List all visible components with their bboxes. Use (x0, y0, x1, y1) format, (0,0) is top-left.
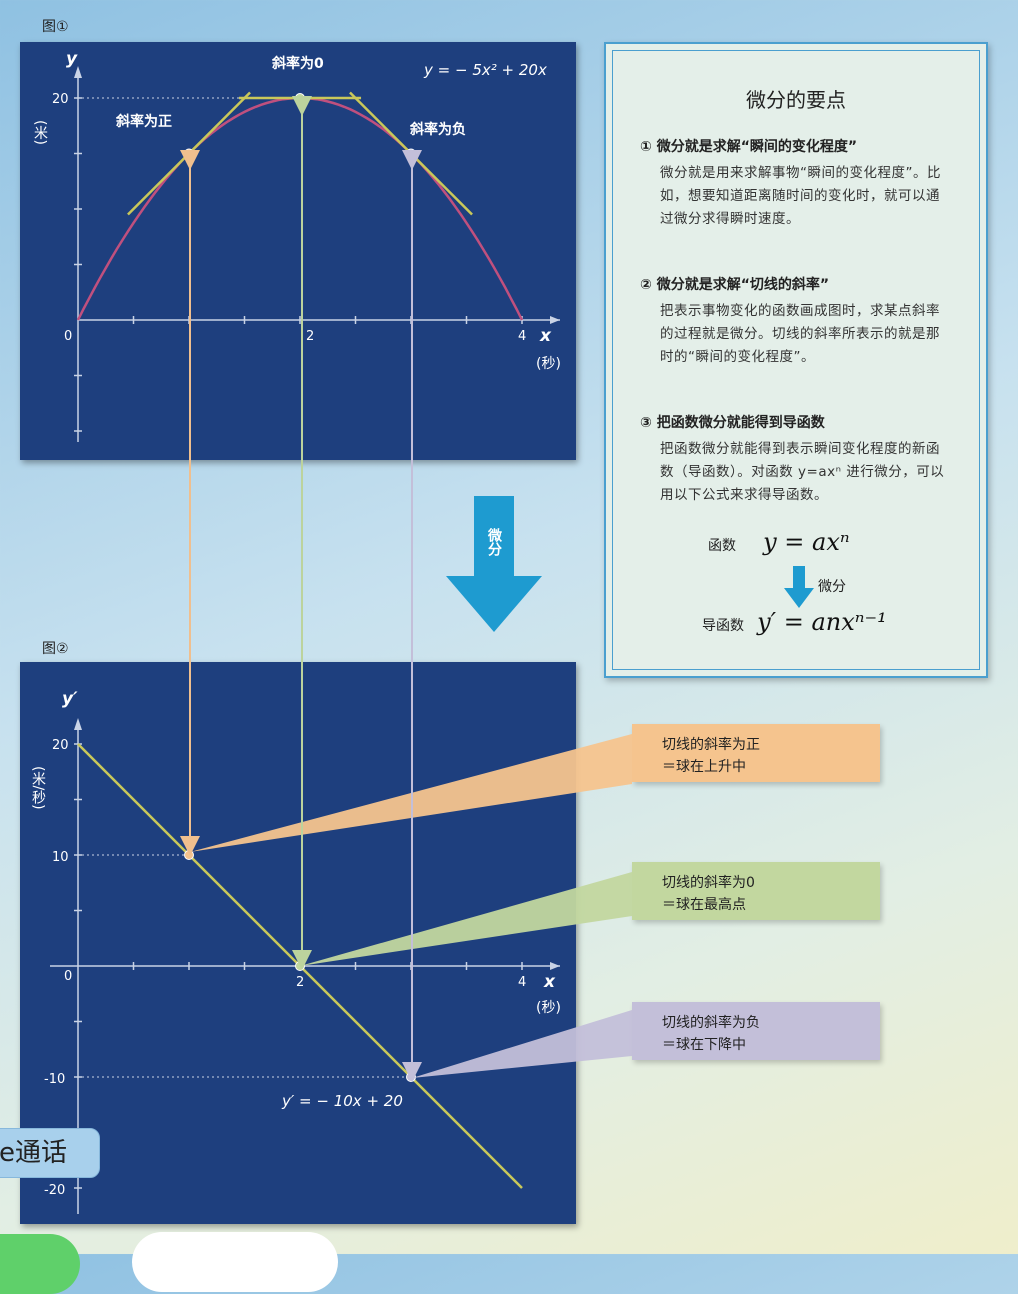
tick-y-neg20: -20 (44, 1183, 65, 1198)
x-axis-arrow (550, 316, 560, 324)
callout-slope-zero: 切线的斜率为0 ＝球在最高点 (632, 862, 880, 920)
function-equation: y = axⁿ (763, 528, 850, 556)
pointer-negative (412, 1010, 632, 1078)
down-arrow-icon (446, 496, 542, 632)
tick-x-2: 2 (296, 975, 304, 990)
svg-text:(米): (米) (32, 120, 48, 145)
tick-y-10: 10 (52, 850, 69, 865)
pointer-zero (300, 872, 632, 966)
derivative-equation: y′ = anxⁿ⁻¹ (757, 608, 887, 636)
tick-x-0: 0 (64, 969, 72, 984)
function-row: 函数 y = axⁿ (708, 528, 850, 556)
figure1-label: 图① (42, 19, 69, 35)
point-3: ③ 把函数微分就能得到导函数 把函数微分就能得到表示瞬间变化程度的新函数（导函数… (640, 412, 950, 507)
point-2: ② 微分就是求解“切线的斜率” 把表示事物变化的函数画成图时，求某点斜率的过程就… (640, 274, 950, 369)
figure2-label: 图② (42, 641, 69, 657)
callout-line2: ＝球在最高点 (662, 897, 746, 913)
callout-line1: 切线的斜率为0 (662, 875, 755, 891)
tick-y-20: 20 (52, 92, 69, 107)
point-1: ① 微分就是求解“瞬间的变化程度” 微分就是用来求解事物“瞬间的变化程度”。比如… (640, 136, 950, 231)
x-axis-arrow (550, 962, 560, 970)
diff-arrow-icon (784, 566, 814, 608)
callout-slope-positive: 切线的斜率为正 ＝球在上升中 (632, 724, 880, 782)
derivative-label: 导函数 (702, 617, 744, 633)
callout-line1: 切线的斜率为负 (662, 1015, 760, 1031)
x-axis-label: x (539, 326, 552, 346)
y-axis-arrow (74, 718, 82, 730)
slope-negative-label: 斜率为负 (409, 121, 466, 138)
y-unit-label: (米) (32, 120, 48, 145)
notes-title: 微分的要点 (746, 88, 846, 112)
point-1-title: ① 微分就是求解“瞬间的变化程度” (640, 139, 858, 155)
equation-label: y′ = − 10x + 20 (281, 1092, 403, 1110)
svg-text:(米/秒): (米/秒) (30, 766, 46, 810)
callout-slope-negative: 切线的斜率为负 ＝球在下降中 (632, 1002, 880, 1060)
x-unit-label: (秒) (536, 356, 561, 372)
differentiate-arrow: 微分 (446, 496, 542, 632)
connector-overlay (180, 96, 632, 1082)
point-3-title: ③ 把函数微分就能得到导函数 (640, 415, 825, 431)
tick-x-4: 4 (518, 975, 526, 990)
derivative-row: 导函数 y′ = anxⁿ⁻¹ (702, 608, 887, 636)
point-2-body: 把表示事物变化的函数画成图时，求某点斜率的过程就是微分。切线的斜率所表示的就是那… (660, 303, 940, 365)
y-axis-label: y (66, 49, 78, 69)
green-pill[interactable] (0, 1234, 80, 1294)
tick-x-4: 4 (518, 329, 526, 344)
x-axis-label: x (543, 972, 556, 992)
function-label: 函数 (708, 537, 736, 553)
x-unit-label: (秒) (536, 1000, 561, 1016)
point-3-body: 把函数微分就能得到表示瞬间变化程度的新函数（导函数）。对函数 y=axⁿ 进行微… (660, 441, 945, 503)
callout-line1: 切线的斜率为正 (662, 737, 760, 753)
tick-y-neg10: -10 (44, 1072, 65, 1087)
call-chip[interactable]: e通话 (0, 1128, 100, 1178)
tick-y-20: 20 (52, 738, 69, 753)
y-axis-label: y′ (62, 689, 78, 709)
point-2-title: ② 微分就是求解“切线的斜率” (640, 277, 830, 293)
y-unit-label: (米/秒) (30, 766, 46, 810)
diff-label: 微分 (818, 578, 846, 594)
arrow-label: 微分 (486, 527, 503, 557)
callout-line2: ＝球在上升中 (662, 759, 746, 775)
point-1-body: 微分就是用来求解事物“瞬间的变化程度”。比如，想要知道距离随时间的变化时，就可以… (660, 165, 941, 227)
white-pill[interactable] (132, 1232, 338, 1292)
equation-label: y = − 5x² + 20x (423, 61, 547, 79)
slope-zero-label: 斜率为0 (271, 55, 324, 72)
y-axis-arrow (74, 66, 82, 78)
tick-x-0: 0 (64, 329, 72, 344)
slope-positive-label: 斜率为正 (115, 113, 172, 130)
callout-line2: ＝球在下降中 (662, 1037, 746, 1053)
notes-panel: 微分的要点 ① 微分就是求解“瞬间的变化程度” 微分就是用来求解事物“瞬间的变化… (604, 42, 988, 678)
